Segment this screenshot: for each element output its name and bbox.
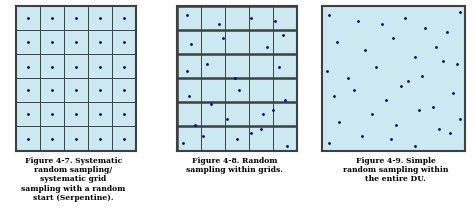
Point: [183, 13, 191, 17]
Point: [120, 65, 128, 68]
Point: [404, 80, 411, 83]
Point: [247, 16, 255, 20]
Point: [24, 17, 32, 20]
Point: [72, 41, 80, 44]
Point: [96, 65, 104, 68]
Point: [326, 13, 333, 17]
Point: [191, 123, 199, 126]
Point: [48, 41, 55, 44]
Point: [411, 55, 419, 59]
Point: [411, 144, 419, 148]
Point: [435, 127, 443, 131]
Point: [247, 132, 255, 135]
Point: [236, 88, 243, 92]
Point: [48, 137, 55, 140]
Text: Figure 4-9. Simple
random sampling within
the entire DU.: Figure 4-9. Simple random sampling withi…: [343, 157, 448, 183]
Point: [272, 19, 279, 23]
Point: [24, 65, 32, 68]
Point: [96, 89, 104, 92]
Point: [219, 36, 227, 40]
Point: [368, 113, 376, 116]
Text: Figure 4-8. Random
sampling within grids.: Figure 4-8. Random sampling within grids…: [186, 157, 283, 174]
Point: [275, 65, 283, 69]
Point: [447, 132, 454, 135]
Point: [224, 117, 231, 121]
Point: [120, 41, 128, 44]
Point: [231, 77, 238, 80]
Point: [373, 65, 380, 69]
Point: [72, 65, 80, 68]
Point: [397, 84, 404, 88]
Point: [283, 144, 291, 148]
Point: [260, 113, 267, 116]
Point: [24, 113, 32, 116]
Point: [281, 98, 289, 102]
Point: [456, 11, 464, 14]
Point: [48, 113, 55, 116]
Point: [24, 41, 32, 44]
Point: [200, 134, 207, 138]
Point: [323, 70, 330, 73]
Point: [421, 26, 428, 30]
Point: [188, 42, 195, 46]
Point: [444, 31, 451, 34]
Point: [96, 113, 104, 116]
Point: [361, 48, 369, 51]
Point: [354, 19, 362, 23]
Point: [203, 62, 211, 66]
Point: [350, 88, 357, 92]
Point: [179, 141, 187, 145]
Point: [432, 45, 440, 49]
Text: Figure 4-7. Systematic
random sampling/
systematic grid
sampling with a random
s: Figure 4-7. Systematic random sampling/ …: [21, 157, 126, 202]
Point: [456, 117, 464, 121]
Point: [96, 17, 104, 20]
Point: [439, 60, 447, 63]
Point: [72, 89, 80, 92]
Point: [279, 34, 286, 37]
Point: [257, 127, 265, 131]
Point: [387, 137, 394, 141]
Point: [392, 123, 400, 126]
Point: [383, 98, 390, 102]
Point: [215, 22, 223, 25]
Point: [48, 89, 55, 92]
Point: [336, 120, 343, 123]
Point: [378, 22, 386, 25]
Point: [415, 108, 423, 112]
Point: [48, 17, 55, 20]
Point: [207, 103, 214, 106]
Point: [333, 41, 340, 44]
Point: [48, 65, 55, 68]
Point: [269, 108, 277, 112]
Point: [358, 134, 366, 138]
Point: [454, 62, 461, 66]
Point: [96, 41, 104, 44]
Point: [72, 113, 80, 116]
Point: [120, 137, 128, 140]
Point: [72, 17, 80, 20]
Point: [24, 89, 32, 92]
Point: [418, 74, 426, 77]
Point: [429, 106, 437, 109]
Point: [263, 45, 271, 49]
Point: [96, 137, 104, 140]
Point: [72, 137, 80, 140]
Point: [390, 36, 397, 40]
Point: [449, 91, 457, 95]
Point: [183, 70, 191, 73]
Point: [120, 17, 128, 20]
Point: [401, 16, 409, 20]
Point: [326, 141, 333, 145]
Point: [344, 77, 352, 80]
Point: [185, 94, 193, 97]
Point: [24, 137, 32, 140]
Point: [233, 137, 241, 141]
Point: [330, 94, 337, 97]
Point: [120, 113, 128, 116]
Point: [120, 89, 128, 92]
